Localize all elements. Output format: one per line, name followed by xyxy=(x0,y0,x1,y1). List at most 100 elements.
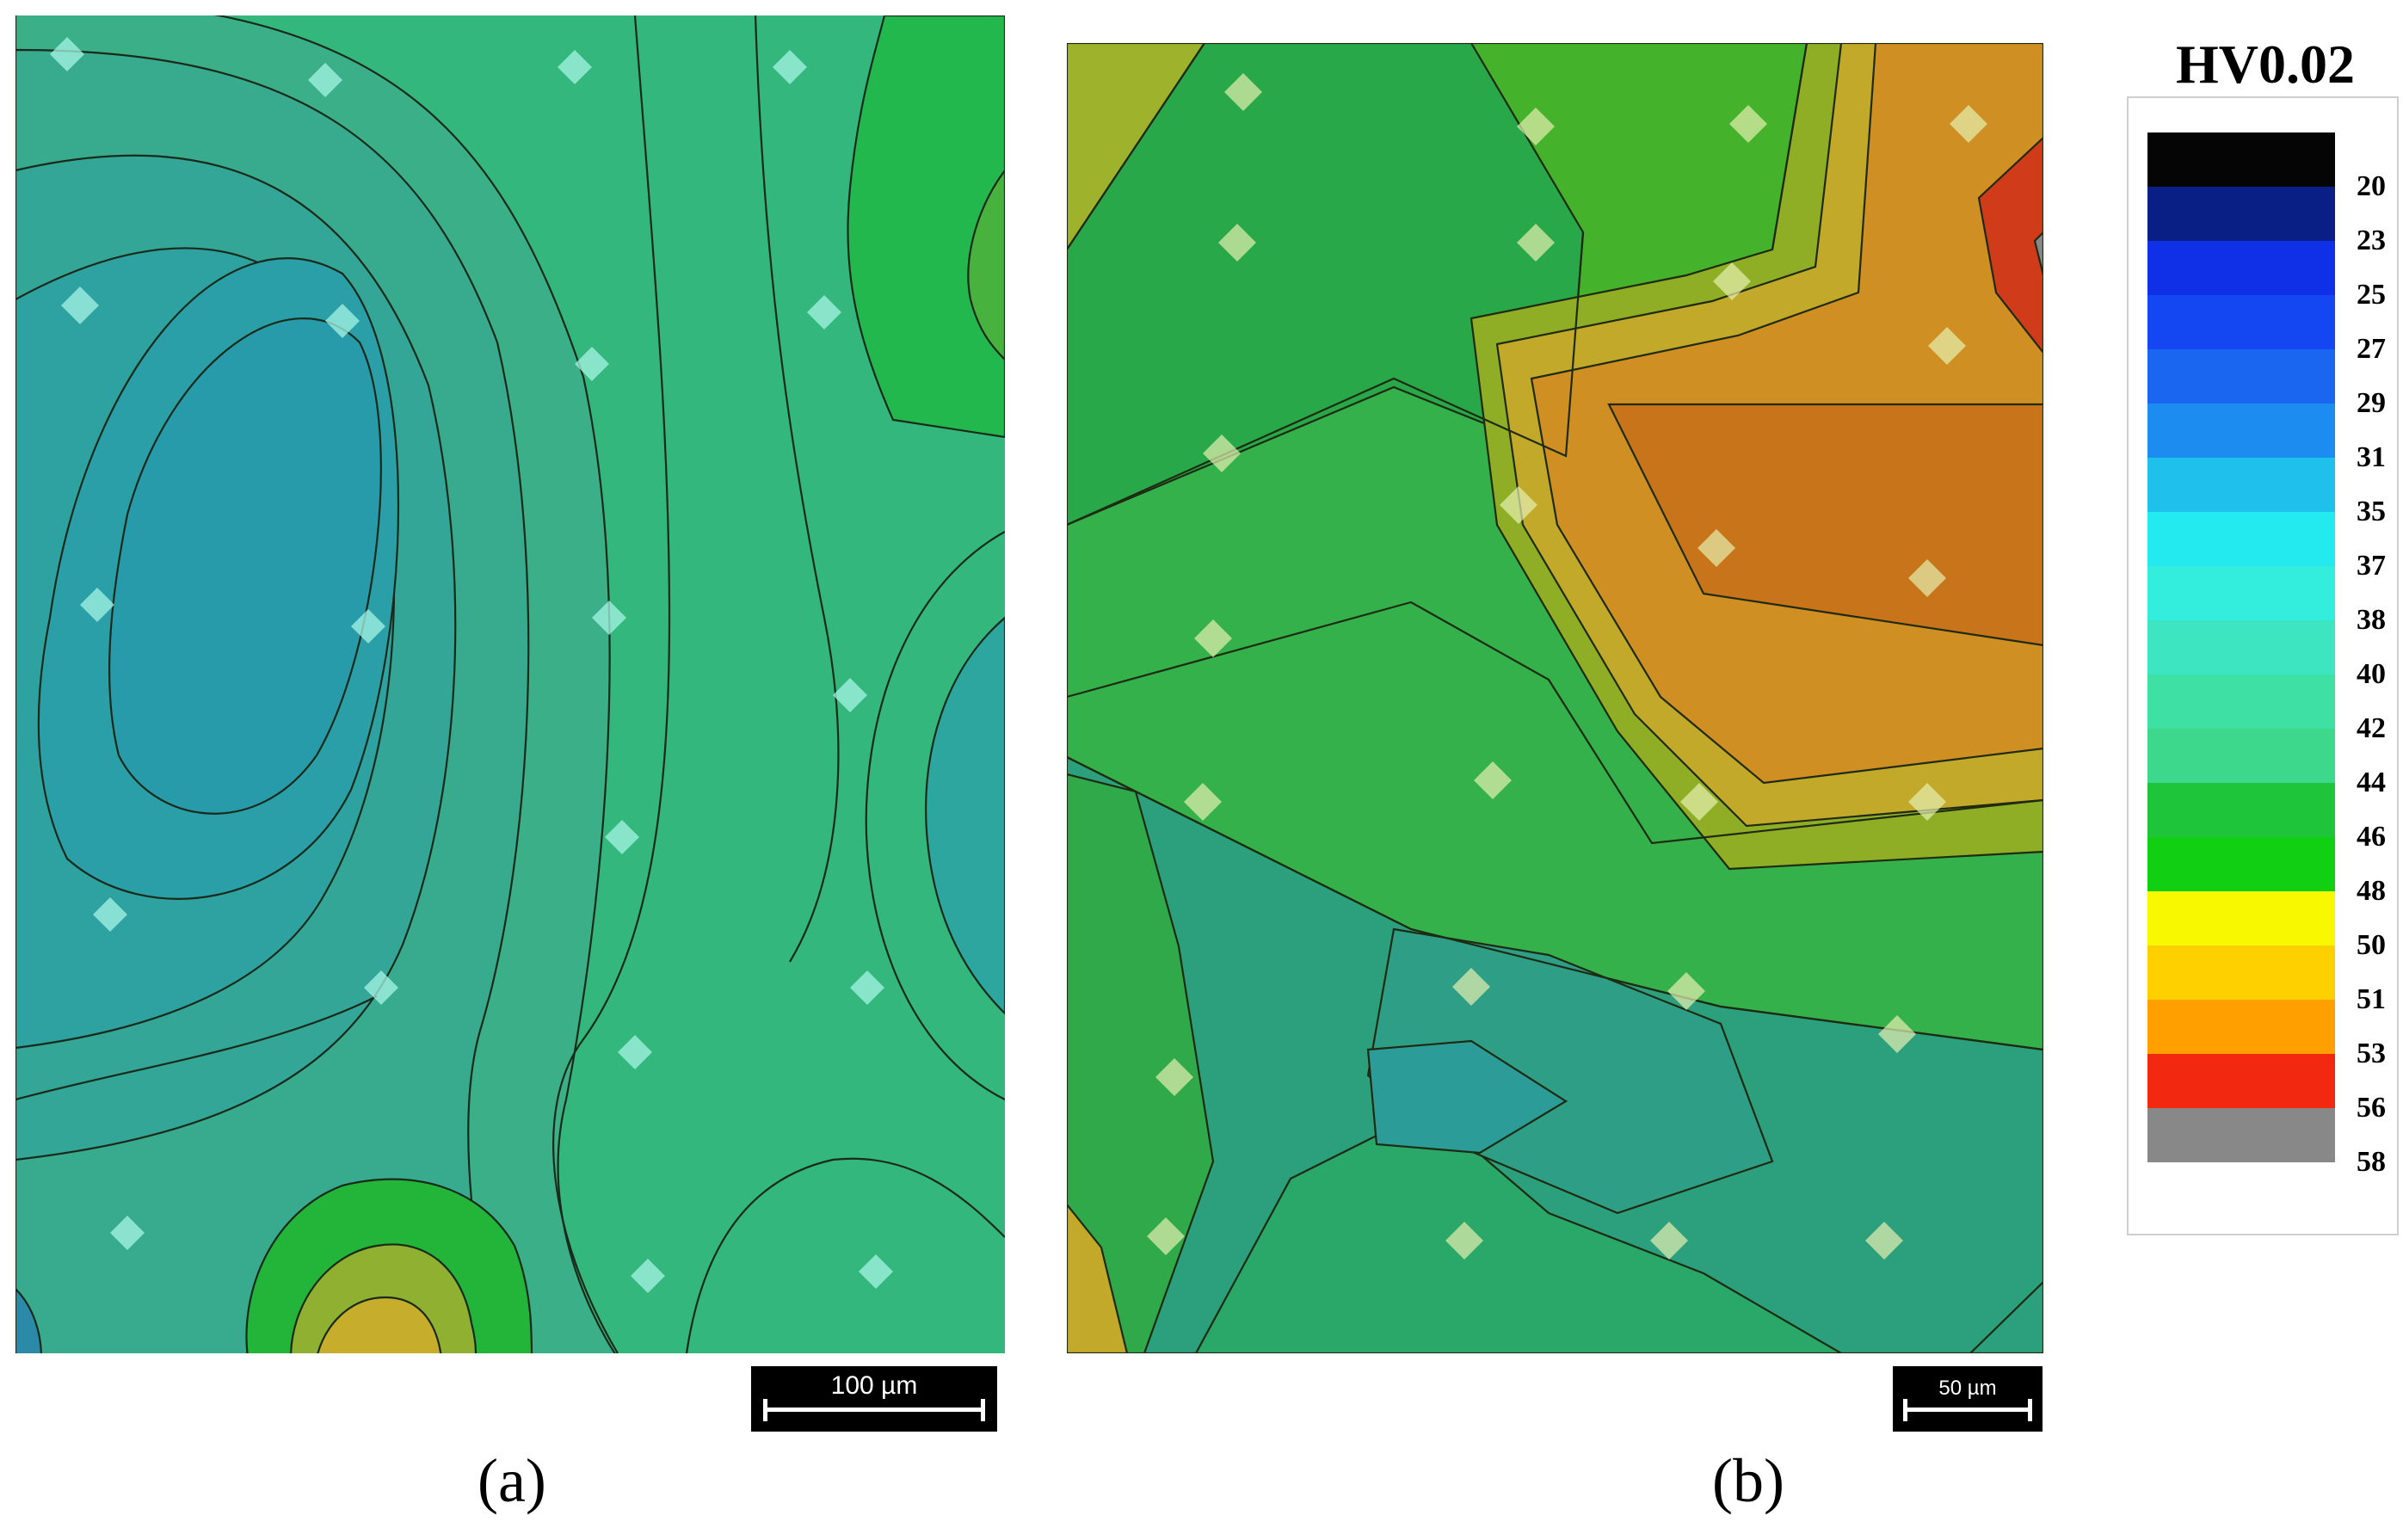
contour-line xyxy=(754,15,840,963)
indent-mark xyxy=(1500,486,1537,524)
colorbar-tick-label: 42 xyxy=(2357,712,2386,744)
contour-line xyxy=(1067,43,1205,250)
indent-mark xyxy=(605,820,639,854)
contour-region xyxy=(2033,231,2043,276)
indent-mark xyxy=(50,37,84,71)
indent-marks xyxy=(1147,73,1987,1260)
indent-mark xyxy=(1950,105,1987,143)
colorbar-band xyxy=(2147,946,2335,1000)
contour-line xyxy=(1067,601,2043,845)
indent-mark xyxy=(1224,73,1262,111)
indent-mark xyxy=(1865,1222,1903,1260)
indent-mark xyxy=(1194,619,1232,657)
contour-region xyxy=(967,169,1005,361)
indent-mark xyxy=(364,970,398,1005)
colorbar-band xyxy=(2147,1054,2335,1108)
indent-mark xyxy=(1184,783,1222,821)
colorbar-band xyxy=(2147,783,2335,837)
colorbar-band xyxy=(2147,620,2335,675)
contour-region xyxy=(925,616,1005,1015)
colorbar-tick-label: 53 xyxy=(2357,1038,2386,1069)
scale-bar-a: 100 µm xyxy=(751,1366,997,1432)
indent-mark xyxy=(93,897,127,932)
colorbar-band xyxy=(2147,241,2335,295)
contour-line xyxy=(865,531,1005,1100)
hardness-map-a xyxy=(15,15,1005,1353)
contour-region xyxy=(317,1296,442,1353)
indent-mark xyxy=(1878,1015,1916,1053)
indent-mark xyxy=(1908,559,1946,597)
colorbar-tick-label: 50 xyxy=(2357,929,2386,961)
colorbar-band xyxy=(2147,458,2335,512)
indent-mark xyxy=(1680,783,1718,821)
colorbar-tick-label: 51 xyxy=(2357,983,2386,1015)
colorbar-tick-label: 44 xyxy=(2357,767,2386,798)
indent-mark xyxy=(833,678,867,712)
scale-bar-label: 100 µm xyxy=(830,1371,918,1400)
indent-mark xyxy=(1667,972,1705,1010)
colorbar-band xyxy=(2147,403,2335,458)
contour-region xyxy=(1977,136,2043,354)
colorbar-tick-label: 35 xyxy=(2357,496,2386,527)
indent-mark xyxy=(1445,1222,1483,1260)
indent-mark xyxy=(308,63,342,97)
legend-title: HV0.02 xyxy=(2176,34,2355,95)
colorbar: 20 23 25 27 29 31 35 37 38 40 42 44 46 48 50 51 53 56 58 xyxy=(2147,132,2386,1178)
contour-region xyxy=(108,317,382,815)
scale-bar-b: 50 µm xyxy=(1893,1366,2043,1432)
contour-line xyxy=(685,1157,1005,1353)
indent-mark xyxy=(1155,1058,1193,1096)
colorbar-tick-label: 31 xyxy=(2357,441,2386,473)
indent-mark xyxy=(1517,108,1555,145)
indent-marks xyxy=(50,37,893,1293)
colorbar-tick-label: 56 xyxy=(2357,1092,2386,1124)
colorbar-band xyxy=(2147,512,2335,566)
colorbar-band xyxy=(2147,729,2335,783)
colorbar-legend: 20 23 25 27 29 31 35 37 38 40 42 44 46 48 50 51 53 56 58 xyxy=(2127,96,2399,1235)
colorbar-tick-label: 46 xyxy=(2357,821,2386,853)
indent-mark xyxy=(1713,262,1751,300)
indent-mark xyxy=(110,1216,145,1250)
contour-line xyxy=(1969,1281,2043,1353)
contour-line xyxy=(1067,756,2043,1051)
indent-mark xyxy=(1203,434,1241,472)
colorbar-tick-label: 58 xyxy=(2357,1146,2386,1178)
indent-mark xyxy=(1908,783,1946,821)
colorbar-tick-label: 40 xyxy=(2357,658,2386,690)
contour-plot-a xyxy=(15,15,1005,1353)
contour-line xyxy=(15,995,378,1101)
colorbar-band xyxy=(2147,837,2335,891)
indent-mark xyxy=(325,304,360,338)
colorbar-tick-label: 38 xyxy=(2357,604,2386,636)
contour-region xyxy=(847,15,1005,439)
indent-mark xyxy=(1729,105,1767,143)
indent-mark xyxy=(1474,761,1512,799)
indent-mark xyxy=(618,1035,652,1069)
colorbar-band xyxy=(2147,295,2335,349)
colorbar-band xyxy=(2147,132,2335,187)
indent-mark xyxy=(1928,327,1966,365)
indent-mark xyxy=(807,295,841,330)
contour-region xyxy=(1067,1203,1129,1353)
scale-bar-label: 50 µm xyxy=(1938,1377,1997,1400)
indent-mark xyxy=(1698,529,1735,567)
indent-mark xyxy=(61,286,99,324)
colorbar-band xyxy=(2147,349,2335,403)
panel-caption-a: (a) xyxy=(478,1446,546,1515)
indent-mark xyxy=(631,1259,665,1293)
colorbar-band xyxy=(2147,1000,2335,1054)
contour-plot-b xyxy=(1067,43,2043,1353)
indent-mark xyxy=(1452,968,1490,1006)
contour-region xyxy=(1366,1039,1568,1155)
colorbar-tick-label: 29 xyxy=(2357,387,2386,419)
panel-caption-b: (b) xyxy=(1712,1446,1784,1515)
contour-region xyxy=(15,1287,42,1353)
colorbar-tick-label: 27 xyxy=(2357,333,2386,365)
indent-mark xyxy=(859,1254,893,1289)
indent-mark xyxy=(850,970,884,1005)
indent-mark xyxy=(592,601,626,635)
indent-mark xyxy=(1517,224,1555,262)
colorbar-band xyxy=(2147,1108,2335,1162)
indent-mark xyxy=(575,347,609,381)
colorbar-tick-label: 23 xyxy=(2357,225,2386,256)
